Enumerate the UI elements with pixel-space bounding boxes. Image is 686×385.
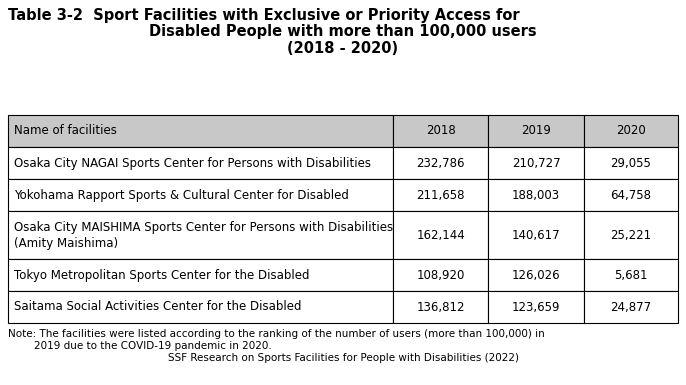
Text: 123,659: 123,659: [512, 301, 560, 313]
Bar: [8, 147, 393, 179]
Text: 25,221: 25,221: [611, 229, 651, 241]
Text: Name of facilities: Name of facilities: [14, 124, 117, 137]
Bar: [488, 147, 584, 179]
Bar: [488, 291, 584, 323]
Bar: [8, 259, 393, 291]
Bar: [488, 259, 584, 291]
Text: 24,877: 24,877: [611, 301, 651, 313]
Bar: [584, 147, 678, 179]
Text: Yokohama Rapport Sports & Cultural Center for Disabled: Yokohama Rapport Sports & Cultural Cente…: [14, 189, 349, 201]
Text: (2018 - 2020): (2018 - 2020): [287, 40, 399, 55]
Bar: [8, 291, 393, 323]
Text: 162,144: 162,144: [416, 229, 465, 241]
Text: SSF Research on Sports Facilities for People with Disabilities (2022): SSF Research on Sports Facilities for Pe…: [167, 353, 519, 363]
Text: 211,658: 211,658: [416, 189, 465, 201]
Text: 2019: 2019: [521, 124, 551, 137]
Bar: [584, 115, 678, 147]
Text: 2018: 2018: [426, 124, 456, 137]
Text: 188,003: 188,003: [512, 189, 560, 201]
Bar: [488, 179, 584, 211]
Bar: [584, 259, 678, 291]
Bar: [393, 179, 488, 211]
Bar: [584, 179, 678, 211]
Bar: [8, 115, 393, 147]
Text: Table 3-2  Sport Facilities with Exclusive or Priority Access for: Table 3-2 Sport Facilities with Exclusiv…: [8, 8, 519, 23]
Bar: [8, 179, 393, 211]
Bar: [393, 291, 488, 323]
Text: 136,812: 136,812: [416, 301, 465, 313]
Bar: [584, 291, 678, 323]
Text: Disabled People with more than 100,000 users: Disabled People with more than 100,000 u…: [149, 24, 537, 39]
Text: Osaka City MAISHIMA Sports Center for Persons with Disabilities
(Amity Maishima): Osaka City MAISHIMA Sports Center for Pe…: [14, 221, 393, 249]
Text: Tokyo Metropolitan Sports Center for the Disabled: Tokyo Metropolitan Sports Center for the…: [14, 268, 309, 281]
Bar: [8, 211, 393, 259]
Text: 126,026: 126,026: [512, 268, 560, 281]
Text: 2019 due to the COVID-19 pandemic in 2020.: 2019 due to the COVID-19 pandemic in 202…: [8, 341, 272, 351]
Text: 140,617: 140,617: [512, 229, 560, 241]
Text: 5,681: 5,681: [614, 268, 648, 281]
Text: Note: The facilities were listed according to the ranking of the number of users: Note: The facilities were listed accordi…: [8, 329, 545, 339]
Text: 2020: 2020: [616, 124, 646, 137]
Bar: [584, 211, 678, 259]
Text: 232,786: 232,786: [416, 156, 465, 169]
Text: Osaka City NAGAI Sports Center for Persons with Disabilities: Osaka City NAGAI Sports Center for Perso…: [14, 156, 371, 169]
Text: 64,758: 64,758: [611, 189, 651, 201]
Bar: [393, 259, 488, 291]
Bar: [488, 211, 584, 259]
Text: Saitama Social Activities Center for the Disabled: Saitama Social Activities Center for the…: [14, 301, 302, 313]
Bar: [488, 115, 584, 147]
Text: 108,920: 108,920: [416, 268, 465, 281]
Bar: [393, 147, 488, 179]
Bar: [393, 115, 488, 147]
Text: 29,055: 29,055: [611, 156, 651, 169]
Text: 210,727: 210,727: [512, 156, 560, 169]
Bar: [393, 211, 488, 259]
